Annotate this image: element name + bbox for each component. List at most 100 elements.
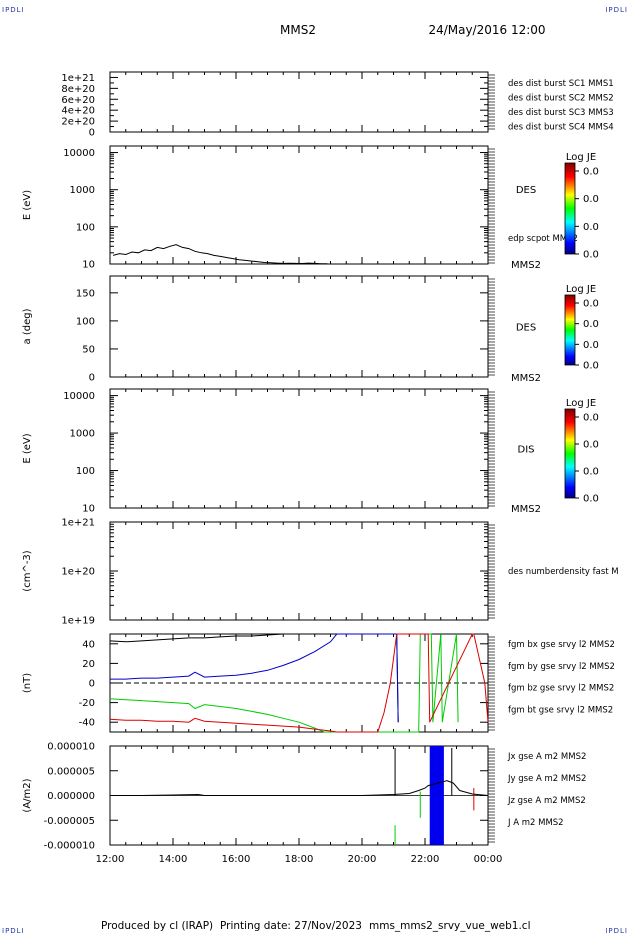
panel-frame <box>109 521 489 621</box>
y-tick-label: 0.000000 <box>47 791 95 802</box>
colorbar-tick-label: 0.0 <box>583 413 599 424</box>
legend-entry: Jz gse A m2 MMS2 <box>507 796 586 806</box>
y-axis-label: (cm^-3) <box>22 550 33 591</box>
colorbar-gradient <box>564 162 576 255</box>
corner-label-top-left: IPDLI <box>2 6 25 14</box>
y-axis-label: a (deg) <box>22 308 33 344</box>
y-tick-label: 20 <box>82 659 95 670</box>
colorbar-tick-label: 0.0 <box>583 319 599 330</box>
y-tick-label: -40 <box>79 718 95 729</box>
series-line <box>110 780 489 796</box>
legend-entry: Jx gse A m2 MMS2 <box>507 752 586 762</box>
y-tick-label: 1e+21 <box>61 73 95 84</box>
legend-entry: J A m2 MMS2 <box>507 818 564 828</box>
footer-produced: Produced by cl (IRAP) <box>101 920 213 932</box>
colorbar-tick-label: 0.0 <box>583 467 599 478</box>
x-tick-label: 12:00 <box>96 854 125 865</box>
legend-entry: des dist burst SC3 MMS3 <box>508 108 614 118</box>
y-tick-label: 10 <box>82 260 95 271</box>
x-tick-label: 14:00 <box>159 854 188 865</box>
y-tick-label: 150 <box>76 288 95 299</box>
y-tick-label: 10 <box>82 504 95 515</box>
colorbar-gradient <box>564 408 576 499</box>
spacecraft-label: MMS2 <box>511 260 541 271</box>
colorbar-2 <box>564 294 579 366</box>
y-tick-label: 100 <box>76 222 95 233</box>
y-tick-label: 1000 <box>70 429 95 440</box>
legend-entry: fgm bz gse srvy l2 MMS2 <box>508 684 614 694</box>
y-tick-label: 0.000010 <box>47 742 95 753</box>
colorbar-tick-label: 0.0 <box>583 494 599 505</box>
spacecraft-title: MMS2 <box>280 23 316 37</box>
y-tick-label: 50 <box>82 344 95 355</box>
panel-p5 <box>109 521 495 621</box>
y-tick-label: 0 <box>89 679 95 690</box>
x-tick-label: 20:00 <box>348 854 377 865</box>
panel-frame <box>109 71 489 133</box>
panel-p2 <box>109 145 495 265</box>
panel-p7 <box>109 745 495 846</box>
quantity-label: des numberdensity fast M <box>508 567 619 577</box>
species-label: DIS <box>518 445 535 456</box>
colorbar-1 <box>564 162 579 255</box>
colorbar-tick-label: 0.0 <box>583 361 599 372</box>
colorbar-title: Log JE <box>566 152 596 163</box>
y-tick-label: 0.000005 <box>47 766 95 777</box>
panel-frame <box>109 388 489 509</box>
colorbar-title: Log JE <box>566 284 596 295</box>
x-tick-label: 00:00 <box>474 854 503 865</box>
spacecraft-label: MMS2 <box>511 504 541 515</box>
colorbar-tick-label: 0.0 <box>583 299 599 310</box>
y-tick-label: 100 <box>76 316 95 327</box>
series-line <box>110 633 399 723</box>
series-line <box>109 633 489 733</box>
spacecraft-label: MMS2 <box>511 373 541 384</box>
legend-entry: des dist burst SC2 MMS2 <box>508 94 614 104</box>
y-tick-label: 1000 <box>70 185 95 196</box>
panel-p4 <box>109 388 495 509</box>
colorbar-tick-label: 0.0 <box>583 340 599 351</box>
y-tick-label: 10000 <box>63 391 95 402</box>
species-label: DES <box>516 323 536 334</box>
quantity-label: edp scpot MMS2 <box>508 234 578 244</box>
species-label: DES <box>516 185 536 196</box>
footer-filename: mms_mms2_srvy_vue_web1.cl <box>369 920 531 932</box>
corner-label-bottom-right: IPDLI <box>605 927 628 934</box>
y-tick-label: 4e+20 <box>61 106 95 117</box>
y-tick-label: 0 <box>89 373 95 384</box>
y-tick-label: 40 <box>82 639 95 650</box>
colorbar-tick-label: 0.0 <box>583 167 599 178</box>
legend-entry: fgm bx gse srvy l2 MMS2 <box>508 640 615 650</box>
x-tick-label: 22:00 <box>411 854 440 865</box>
y-tick-label: -0.000010 <box>44 841 95 852</box>
colorbar-tick-label: 0.0 <box>583 194 599 205</box>
legend-entry: des dist burst SC1 MMS1 <box>508 79 614 89</box>
y-tick-label: 0 <box>89 128 95 139</box>
y-axis-label: (A/m2) <box>22 778 33 812</box>
date-title: 24/May/2016 12:00 <box>428 23 545 37</box>
y-tick-label: 1e+21 <box>61 518 95 529</box>
panel-frame <box>109 275 489 378</box>
colorbar-tick-label: 0.0 <box>583 250 599 261</box>
y-axis-label: (nT) <box>22 673 33 693</box>
series-line <box>112 244 328 265</box>
y-axis-label: E (eV) <box>22 433 33 463</box>
panel-p1 <box>109 71 495 133</box>
y-tick-label: 2e+20 <box>61 117 95 128</box>
colorbar-3 <box>564 408 579 499</box>
y-tick-label: -0.000005 <box>44 816 95 827</box>
y-tick-label: 1e+20 <box>61 567 95 578</box>
colorbar-title: Log JE <box>566 398 596 409</box>
corner-label-bottom-left: IPDLI <box>2 927 25 934</box>
series-line <box>109 633 459 733</box>
colorbar-gradient <box>564 294 576 366</box>
footer-printing-date: Printing date: 27/Nov/2023 <box>220 920 362 932</box>
y-tick-label: 6e+20 <box>61 95 95 106</box>
legend-entry: fgm bt gse srvy l2 MMS2 <box>508 705 613 715</box>
panel-p6 <box>109 633 495 733</box>
y-tick-label: -20 <box>79 698 95 709</box>
x-tick-label: 16:00 <box>222 854 251 865</box>
panel-p3 <box>109 275 495 378</box>
series-line <box>109 633 399 723</box>
